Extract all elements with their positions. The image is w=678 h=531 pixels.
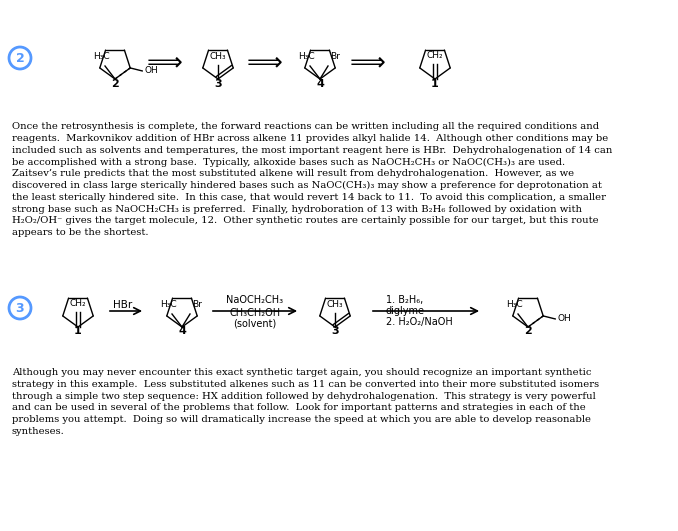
Text: 4: 4	[178, 326, 186, 336]
Text: 4: 4	[316, 79, 324, 89]
Text: ⟹: ⟹	[247, 50, 283, 74]
Text: appears to be the shortest.: appears to be the shortest.	[12, 228, 148, 237]
Text: Although you may never encounter this exact synthetic target again, you should r: Although you may never encounter this ex…	[12, 368, 591, 377]
Text: H₂O₂/OH⁻ gives the target molecule, 12.  Other synthetic routes are certainly po: H₂O₂/OH⁻ gives the target molecule, 12. …	[12, 217, 599, 225]
Text: 2: 2	[111, 79, 119, 89]
Text: Zaitsev’s rule predicts that the most substituted alkene will result from dehydr: Zaitsev’s rule predicts that the most su…	[12, 169, 574, 178]
Text: CH₂: CH₂	[426, 51, 443, 60]
Text: H₃C: H₃C	[298, 52, 315, 61]
Text: 2: 2	[524, 326, 532, 336]
Text: CH₃: CH₃	[210, 52, 226, 61]
Text: CH₂: CH₂	[70, 299, 86, 308]
Text: CH₃: CH₃	[327, 300, 343, 309]
Text: syntheses.: syntheses.	[12, 427, 65, 436]
Text: H₃C: H₃C	[506, 300, 522, 309]
Text: 2: 2	[16, 52, 24, 64]
Text: strategy in this example.  Less substituted alkenes such as 11 can be converted : strategy in this example. Less substitut…	[12, 380, 599, 389]
Text: Br: Br	[192, 300, 202, 309]
Text: diglyme: diglyme	[386, 306, 425, 316]
Text: 1. B₂H₆,: 1. B₂H₆,	[386, 295, 423, 305]
Text: problems you attempt.  Doing so will dramatically increase the speed at which yo: problems you attempt. Doing so will dram…	[12, 415, 591, 424]
Text: Once the retrosynthesis is complete, the forward reactions can be written includ: Once the retrosynthesis is complete, the…	[12, 122, 599, 131]
Text: and can be used in several of the problems that follow.  Look for important patt: and can be used in several of the proble…	[12, 404, 586, 413]
Text: OH: OH	[144, 66, 158, 75]
Text: be accomplished with a strong base.  Typically, alkoxide bases such as NaOCH₂CH₃: be accomplished with a strong base. Typi…	[12, 157, 565, 167]
Text: 3: 3	[214, 79, 222, 89]
Text: ⟹: ⟹	[147, 50, 183, 74]
Text: HBr: HBr	[113, 300, 133, 310]
Text: included such as solvents and temperatures, the most important reagent here is H: included such as solvents and temperatur…	[12, 145, 612, 155]
Text: 2. H₂O₂/NaOH: 2. H₂O₂/NaOH	[386, 317, 453, 327]
Text: ⟹: ⟹	[350, 50, 386, 74]
Text: NaOCH₂CH₃: NaOCH₂CH₃	[226, 295, 283, 305]
Text: CH₃CH₂OH: CH₃CH₂OH	[229, 308, 281, 318]
Text: (solvent): (solvent)	[233, 319, 277, 329]
Text: discovered in class large sterically hindered bases such as NaOC(CH₃)₃ may show : discovered in class large sterically hin…	[12, 181, 602, 190]
Text: through a simple two step sequence: HX addition followed by dehydrohalogenation.: through a simple two step sequence: HX a…	[12, 391, 596, 400]
Text: 1: 1	[74, 326, 82, 336]
Text: H₃C: H₃C	[160, 300, 176, 309]
Text: 1: 1	[431, 79, 439, 89]
Text: reagents.  Markovnikov addition of HBr across alkene 11 provides alkyl halide 14: reagents. Markovnikov addition of HBr ac…	[12, 134, 608, 143]
Text: OH: OH	[557, 314, 571, 323]
Text: the least sterically hindered site.  In this case, that would revert 14 back to : the least sterically hindered site. In t…	[12, 193, 606, 202]
Text: 3: 3	[331, 326, 339, 336]
Text: H₃C: H₃C	[93, 52, 109, 61]
Text: strong base such as NaOCH₂CH₃ is preferred.  Finally, hydroboration of 13 with B: strong base such as NaOCH₂CH₃ is preferr…	[12, 204, 582, 213]
Text: 3: 3	[16, 302, 24, 314]
Text: Br: Br	[330, 52, 340, 61]
